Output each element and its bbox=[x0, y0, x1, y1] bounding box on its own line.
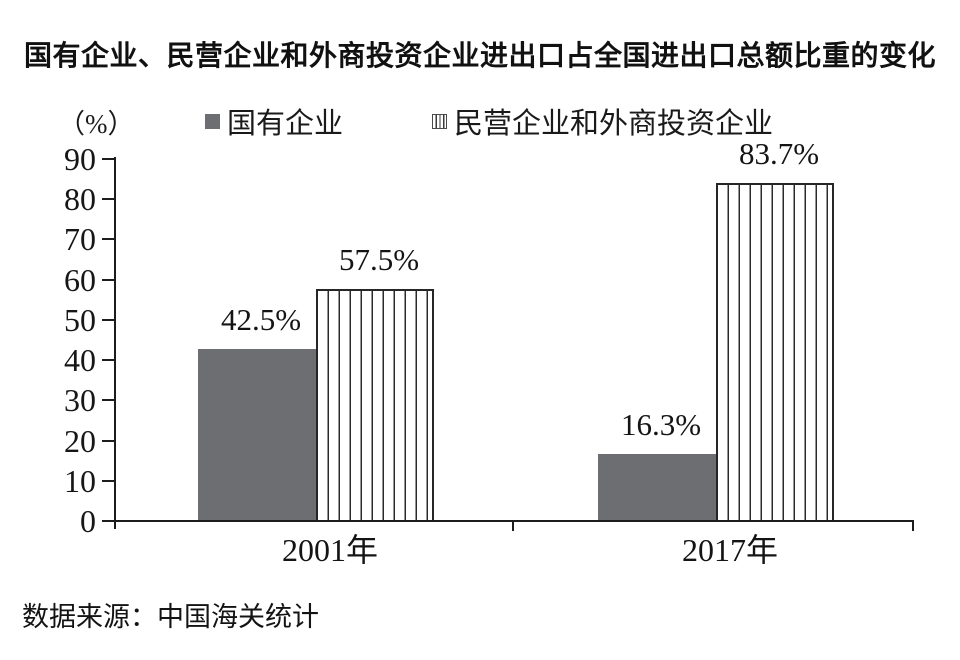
legend-label-state-owned: 国有企业 bbox=[227, 108, 344, 140]
y-axis-line bbox=[114, 157, 116, 529]
y-tick-20 bbox=[102, 439, 114, 442]
legend-label-private-foreign: 民营企业和外商投资企业 bbox=[454, 108, 774, 140]
y-tick-label-70: 70 bbox=[64, 221, 96, 258]
x-category-label-2017年: 2017年 bbox=[681, 532, 779, 568]
value-label-57.5%: 57.5% bbox=[338, 242, 420, 277]
value-label-83.7%: 83.7% bbox=[738, 136, 820, 171]
bar-state-owned-2017年 bbox=[598, 454, 716, 520]
value-label-42.5%: 42.5% bbox=[220, 302, 302, 337]
legend-swatch-striped bbox=[432, 113, 447, 129]
y-tick-60 bbox=[102, 278, 114, 281]
value-label-16.3%: 16.3% bbox=[620, 407, 702, 442]
legend-swatch-solid bbox=[205, 113, 220, 129]
x-axis-line bbox=[114, 520, 914, 522]
source-note: 数据来源：中国海关统计 bbox=[22, 602, 319, 632]
chart-title: 国有企业、民营企业和外商投资企业进出口占全国进出口总额比重的变化 bbox=[23, 40, 936, 71]
y-tick-80 bbox=[102, 198, 114, 201]
y-tick-50 bbox=[102, 318, 114, 321]
y-tick-label-90: 90 bbox=[64, 141, 96, 177]
bar-private-foreign-2017年 bbox=[716, 183, 834, 520]
y-tick-label-80: 80 bbox=[64, 181, 96, 218]
x-tick-1 bbox=[512, 522, 514, 531]
y-tick-70 bbox=[102, 238, 114, 241]
bar-state-owned-2001年 bbox=[198, 349, 316, 520]
y-tick-label-30: 30 bbox=[64, 382, 96, 419]
x-category-label-2001年: 2001年 bbox=[281, 532, 379, 568]
y-tick-label-20: 20 bbox=[64, 422, 96, 459]
y-tick-label-10: 10 bbox=[64, 462, 96, 499]
bar-private-foreign-2001年 bbox=[316, 289, 434, 520]
y-tick-30 bbox=[102, 399, 114, 402]
y-tick-label-50: 50 bbox=[64, 301, 96, 338]
y-tick-label-40: 40 bbox=[64, 342, 96, 379]
legend-item-private-foreign: 民营企业和外商投资企业 bbox=[432, 100, 773, 142]
x-tick-2 bbox=[912, 522, 914, 531]
y-tick-40 bbox=[102, 359, 114, 362]
y-tick-0 bbox=[102, 520, 114, 522]
y-tick-10 bbox=[102, 479, 114, 482]
legend-item-state-owned: 国有企业 bbox=[205, 100, 343, 142]
y-axis-unit-label: （%） bbox=[58, 109, 135, 139]
y-tick-label-60: 60 bbox=[64, 261, 96, 298]
y-tick-90 bbox=[102, 158, 114, 160]
y-tick-label-0: 0 bbox=[80, 503, 96, 539]
